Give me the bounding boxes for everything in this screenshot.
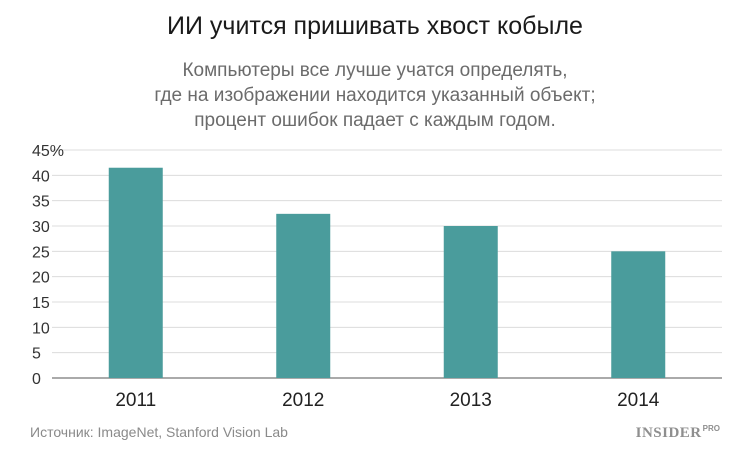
chart-subtitle: Компьютеры все лучше учатся определять, … — [0, 58, 750, 133]
y-tick-label: 15 — [32, 295, 50, 312]
brand-logo: INSIDERPRO — [636, 424, 720, 442]
y-tick-label: 25 — [32, 244, 50, 261]
x-tick-label: 2013 — [450, 390, 492, 411]
y-tick-label: 5 — [32, 346, 41, 363]
y-tick-label: 45% — [32, 143, 64, 160]
bar-2012 — [276, 213, 331, 378]
y-tick-label: 20 — [32, 270, 50, 287]
subtitle-line: процент ошибок падает с каждым годом. — [194, 110, 556, 131]
bar-2014 — [611, 251, 666, 378]
brand-suffix: PRO — [702, 424, 720, 433]
chart-title: ИИ учится пришивать хвост кобыле — [167, 12, 583, 40]
x-tick-label: 2014 — [617, 390, 660, 411]
subtitle-line: Компьютеры все лучше учатся определять, — [182, 60, 568, 81]
subtitle-line: где на изображении находится указанный о… — [154, 85, 596, 106]
y-tick-label: 0 — [32, 371, 41, 388]
bar-2013 — [443, 226, 498, 378]
y-tick-label: 10 — [32, 320, 50, 337]
x-tick-label: 2011 — [115, 390, 156, 411]
bar-2011 — [108, 167, 163, 378]
source-note: Источник: ImageNet, Stanford Vision Lab — [30, 424, 288, 440]
bar-chart: 0 5 10 15 20 25 30 35 40 45% 2011 2012 2013 2014 — [32, 143, 722, 411]
y-tick-label: 35 — [32, 194, 50, 211]
brand-name: INSIDER — [635, 425, 702, 441]
y-tick-label: 40 — [32, 168, 50, 185]
x-tick-label: 2012 — [282, 390, 324, 411]
y-tick-label: 30 — [32, 219, 50, 236]
